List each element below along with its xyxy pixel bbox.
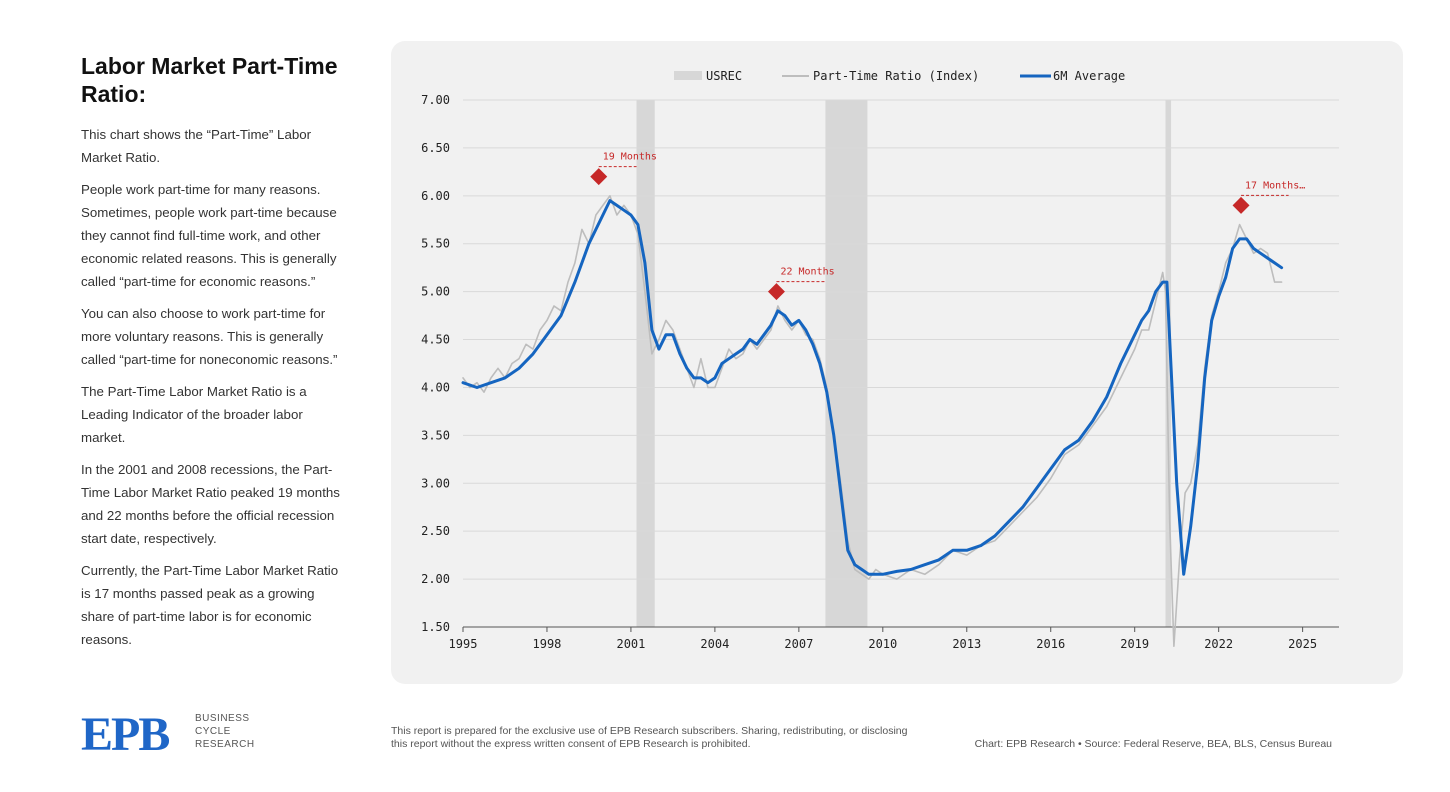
logo-text: BUSINESS CYCLE RESEARCH [195, 712, 255, 751]
x-tick-label: 2001 [616, 637, 645, 651]
disclaimer: This report is prepared for the exclusiv… [391, 725, 908, 750]
part-time-ratio-chart: 1.50 2.00 2.50 3.00 3.50 4.00 4.50 5.00 5.50 6.00… [421, 69, 1339, 651]
y-tick-label: 6.00 [421, 189, 450, 203]
part-time-ratio-line [462, 195, 1283, 648]
y-tick-label: 4.50 [421, 333, 450, 347]
logo-line: BUSINESS [195, 713, 250, 724]
description-paragraph: Currently, the Part-Time Labor Market Ra… [81, 563, 339, 647]
x-tick-label: 2013 [952, 637, 981, 651]
y-tick-label: 6.50 [421, 141, 450, 155]
x-tick-label: 1995 [449, 637, 478, 651]
y-tick-label: 1.50 [421, 620, 450, 634]
peak-marker [1232, 196, 1250, 214]
recession-band [1165, 100, 1172, 627]
x-tick-label: 2007 [784, 637, 813, 651]
y-tick-label: 7.00 [421, 93, 450, 107]
y-tick-label: 2.50 [421, 524, 450, 538]
y-tick-label: 5.00 [421, 285, 450, 299]
x-tick-label: 2010 [868, 637, 897, 651]
description-paragraph: People work part-time for many reasons. … [81, 182, 337, 289]
legend-label: USREC [706, 69, 742, 83]
annotation-label: 19 Months [603, 152, 657, 163]
peak-marker [767, 283, 785, 301]
logo-line: CYCLE [195, 726, 231, 737]
legend-label: 6M Average [1053, 69, 1125, 83]
annotation-label: 22 Months [780, 267, 834, 278]
epb-logo-mark: EPB [81, 708, 171, 761]
y-tick-label: 3.00 [421, 476, 450, 490]
description-paragraph: The Part-Time Labor Market Ratio is a Le… [81, 384, 307, 445]
y-tick-label: 4.00 [421, 380, 450, 394]
logo-line: RESEARCH [195, 739, 255, 750]
x-tick-label: 2016 [1036, 637, 1065, 651]
page-title: Labor Market Part-Time Ratio: [81, 53, 338, 107]
source-credit: Chart: EPB Research • Source: Federal Re… [974, 738, 1332, 750]
y-tick-label: 2.00 [421, 572, 450, 586]
x-tick-label: 2025 [1288, 637, 1317, 651]
svg-text:EPB: EPB [81, 710, 169, 754]
x-tick-label: 2004 [700, 637, 729, 651]
description-paragraph: You can also choose to work part-time fo… [81, 306, 338, 367]
x-tick-label: 1998 [533, 637, 562, 651]
sidebar: Labor Market Part-Time Ratio: This chart… [81, 52, 343, 660]
six-month-average-line [461, 199, 1284, 576]
recession-band [636, 100, 655, 627]
description-paragraph: In the 2001 and 2008 recessions, the Par… [81, 462, 340, 546]
y-tick-label: 3.50 [421, 428, 450, 442]
x-tick-label: 2022 [1204, 637, 1233, 651]
annotation-label: 17 Months… [1245, 180, 1305, 191]
legend-label: Part-Time Ratio (Index) [813, 69, 979, 83]
x-tick-label: 2019 [1120, 637, 1149, 651]
legend-swatch-usrec [674, 71, 702, 80]
epb-logo: EPB BUSINESS CYCLE RESEARCH [81, 708, 281, 761]
peak-marker [590, 168, 608, 186]
chart-panel: 1.50 2.00 2.50 3.00 3.50 4.00 4.50 5.00 5.50 6.00… [391, 41, 1403, 684]
description-paragraph: This chart shows the “Part-Time” Labor M… [81, 127, 312, 165]
y-tick-label: 5.50 [421, 237, 450, 251]
